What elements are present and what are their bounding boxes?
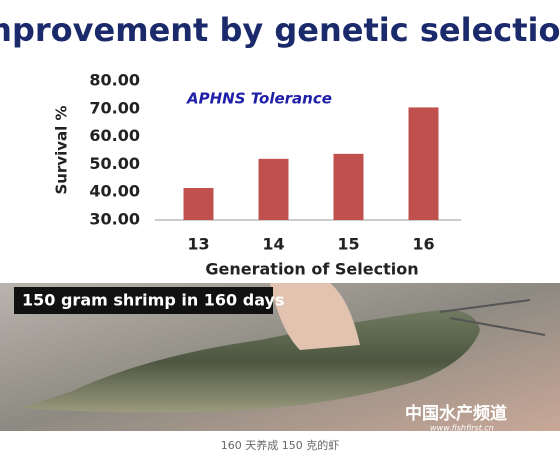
photo: 150 gram shrimp in 160 days 中国水产频道 www.f…	[0, 283, 560, 433]
x-axis-label: Generation of Selection	[205, 260, 418, 279]
fingers	[270, 283, 360, 350]
x-tick-label: 13	[187, 235, 209, 254]
bar	[333, 153, 364, 220]
watermark: 中国水产频道	[405, 403, 507, 424]
y-axis-label: Survival %	[53, 105, 71, 194]
y-tick-label: 30.00	[89, 210, 140, 229]
watermark-url: www.fishfirst.cn	[430, 424, 494, 433]
caption: 160 天养成 150 克的虾	[221, 438, 339, 452]
chart-title: Improvement by genetic selection	[0, 11, 560, 49]
x-tick-label: 15	[337, 235, 359, 254]
shrimp	[20, 309, 480, 413]
y-tick-label: 40.00	[89, 182, 140, 201]
bar	[408, 107, 439, 220]
bar	[258, 158, 289, 220]
y-tick-label: 50.00	[89, 154, 140, 173]
y-tick-label: 60.00	[89, 126, 140, 145]
y-tick-label: 70.00	[89, 98, 140, 117]
antenna	[439, 299, 546, 336]
x-tick-label: 14	[262, 235, 284, 254]
bar	[183, 188, 214, 220]
photo-label: 150 gram shrimp in 160 days	[22, 291, 284, 310]
photo-label-box	[14, 287, 273, 314]
x-tick-label: 16	[412, 235, 434, 254]
annotation: APHNS Tolerance	[186, 90, 332, 108]
y-tick-label: 80.00	[89, 71, 140, 90]
